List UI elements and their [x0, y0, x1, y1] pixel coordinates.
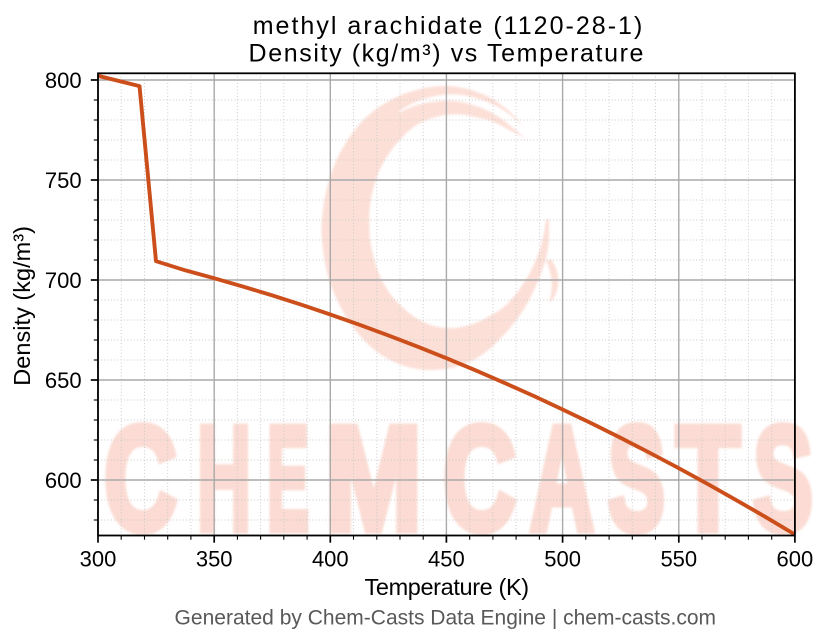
svg-text:S: S: [753, 397, 813, 562]
svg-text:H: H: [197, 397, 251, 562]
svg-text:350: 350: [196, 547, 233, 572]
svg-text:Temperature (K): Temperature (K): [365, 574, 530, 600]
svg-text:800: 800: [45, 68, 82, 93]
svg-text:Generated by Chem-Casts Data E: Generated by Chem-Casts Data Engine | ch…: [175, 606, 717, 629]
svg-text:500: 500: [544, 547, 581, 572]
svg-text:T: T: [676, 397, 740, 562]
svg-text:600: 600: [45, 468, 82, 493]
svg-text:700: 700: [45, 268, 82, 293]
svg-text:550: 550: [660, 547, 697, 572]
svg-text:400: 400: [312, 547, 349, 572]
svg-text:S: S: [608, 397, 665, 562]
svg-text:methyl arachidate (1120-28-1): methyl arachidate (1120-28-1): [253, 12, 643, 40]
svg-text:C: C: [443, 397, 516, 562]
svg-text:600: 600: [777, 547, 814, 572]
svg-text:Density (kg/m³): Density (kg/m³): [9, 226, 35, 386]
svg-text:300: 300: [80, 547, 117, 572]
svg-text:450: 450: [428, 547, 465, 572]
svg-text:C: C: [104, 397, 177, 562]
svg-text:Density (kg/m³) vs Temperature: Density (kg/m³) vs Temperature: [249, 39, 644, 67]
svg-text:E: E: [267, 397, 309, 562]
svg-text:M: M: [325, 397, 422, 562]
svg-text:650: 650: [45, 368, 82, 393]
svg-text:750: 750: [45, 168, 82, 193]
